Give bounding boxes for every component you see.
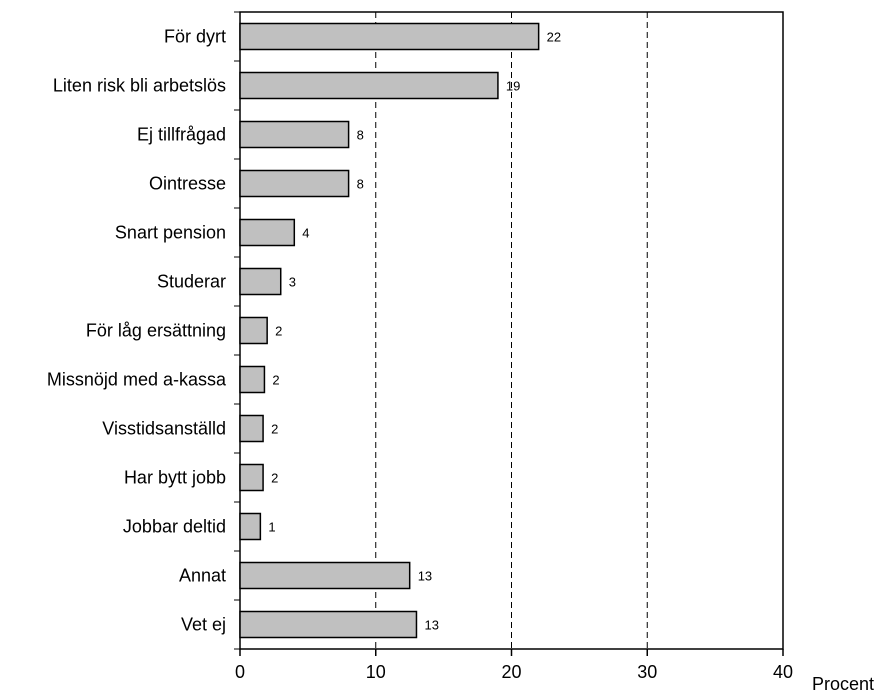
category-label: Visstidsanställd: [102, 419, 226, 439]
category-label: Snart pension: [115, 223, 226, 243]
category-label: Liten risk bli arbetslös: [53, 76, 226, 96]
value-label: 8: [357, 128, 364, 143]
category-label: Vet ej: [181, 615, 226, 635]
category-label: Ej tillfrågad: [137, 125, 226, 145]
bar: [239, 512, 262, 541]
value-label: 2: [272, 373, 279, 388]
bar: [239, 463, 264, 492]
value-label: 13: [418, 569, 432, 584]
bar: [239, 561, 411, 590]
bar: [239, 218, 296, 247]
x-tick-label: 30: [637, 662, 657, 682]
bar: [239, 316, 268, 345]
bar: [239, 71, 499, 100]
category-label: Missnöjd med a-kassa: [47, 370, 227, 390]
value-label: 4: [302, 226, 309, 241]
category-label: För låg ersättning: [86, 321, 226, 341]
value-label: 2: [271, 422, 278, 437]
x-tick-label: 0: [235, 662, 245, 682]
category-label: Har bytt jobb: [124, 468, 226, 488]
value-label: 22: [547, 30, 561, 45]
x-axis: 0 10 20 30 40: [235, 649, 793, 682]
value-label: 13: [424, 618, 438, 633]
value-label: 8: [357, 177, 364, 192]
bar: [239, 120, 350, 149]
category-label: Ointresse: [149, 174, 226, 194]
value-label: 19: [506, 79, 520, 94]
x-tick-label: 20: [501, 662, 521, 682]
bar: [239, 169, 350, 198]
x-tick-label: 10: [366, 662, 386, 682]
value-label: 3: [289, 275, 296, 290]
value-label: 2: [271, 471, 278, 486]
category-label: Jobbar deltid: [123, 517, 226, 537]
x-tick-label: 40: [773, 662, 793, 682]
grid-lines: [375, 12, 648, 649]
bar: [239, 365, 266, 394]
category-ticks: [234, 11, 240, 650]
bar: [239, 610, 418, 639]
bar: [239, 267, 282, 296]
bar: [239, 414, 264, 443]
bar: [239, 22, 540, 51]
category-label: För dyrt: [164, 27, 226, 47]
value-label: 1: [268, 520, 275, 535]
x-axis-unit-label: Procent: [812, 674, 874, 692]
category-label: Annat: [179, 566, 226, 586]
value-label: 2: [275, 324, 282, 339]
category-label: Studerar: [157, 272, 226, 292]
